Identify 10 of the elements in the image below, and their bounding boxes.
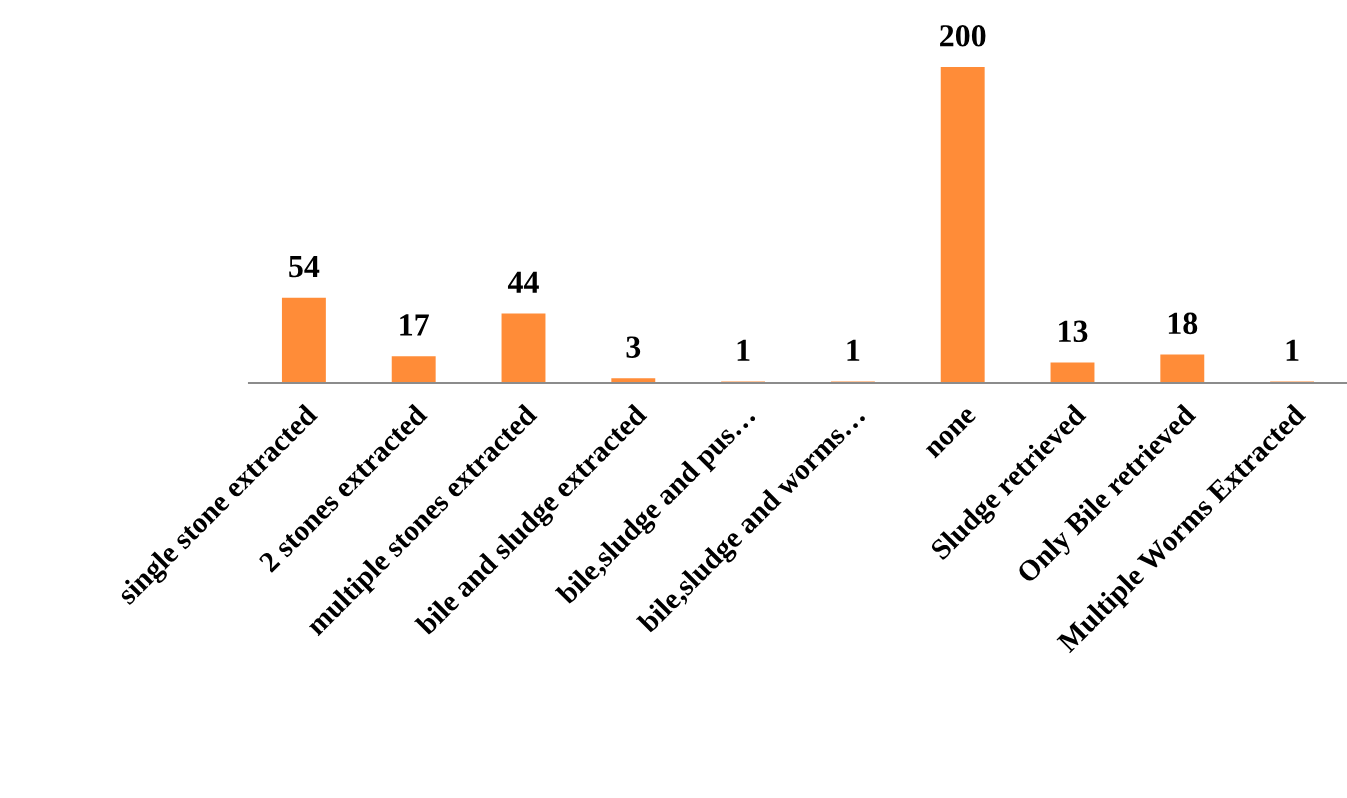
data-label: 1 bbox=[737, 339, 750, 361]
data-label: 1 bbox=[847, 339, 860, 361]
data-label: 44 bbox=[507, 271, 539, 293]
data-label: 1 bbox=[1286, 339, 1299, 361]
data-label: 3 bbox=[626, 336, 641, 358]
data-label: 13 bbox=[1059, 320, 1088, 343]
data-label: 17 bbox=[400, 314, 429, 336]
data-label: 54 bbox=[289, 255, 320, 278]
data-label: 18 bbox=[1168, 312, 1198, 335]
data-label: 200 bbox=[940, 25, 986, 47]
